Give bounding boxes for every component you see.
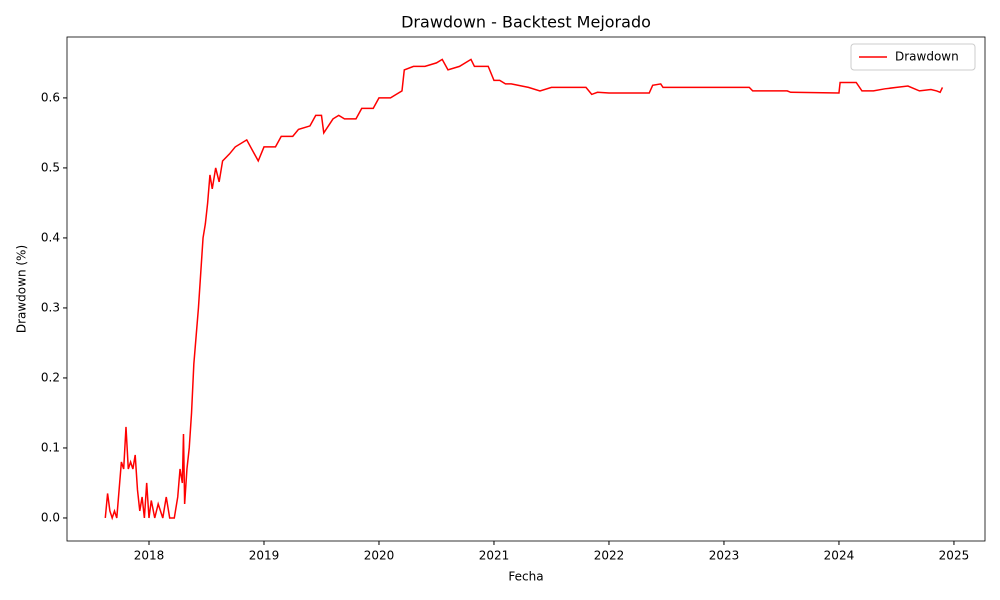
chart-title: Drawdown - Backtest Mejorado [401, 13, 651, 32]
y-tick-label: 0.5 [41, 160, 60, 174]
x-tick-label: 2022 [594, 549, 625, 563]
x-tick-label: 2018 [134, 549, 165, 563]
x-tick-label: 2024 [824, 549, 855, 563]
x-tick-label: 2020 [364, 549, 395, 563]
legend-label: Drawdown [895, 50, 959, 64]
y-tick-label: 0.6 [41, 90, 60, 104]
x-tick-label: 2025 [939, 549, 970, 563]
y-tick-label: 0.1 [41, 440, 60, 454]
y-tick-label: 0.2 [41, 370, 60, 384]
y-tick-label: 0.3 [41, 300, 60, 314]
x-tick-label: 2023 [709, 549, 740, 563]
x-tick-label: 2019 [249, 549, 280, 563]
y-tick-label: 0.0 [41, 510, 60, 524]
x-tick-label: 2021 [479, 549, 510, 563]
y-tick-label: 0.4 [41, 230, 60, 244]
legend-box [850, 43, 976, 71]
data-line [104, 58, 944, 521]
x-axis-label: Fecha [508, 570, 543, 584]
plot-frame [66, 36, 986, 542]
y-axis-label: Drawdown (%) [15, 245, 29, 333]
